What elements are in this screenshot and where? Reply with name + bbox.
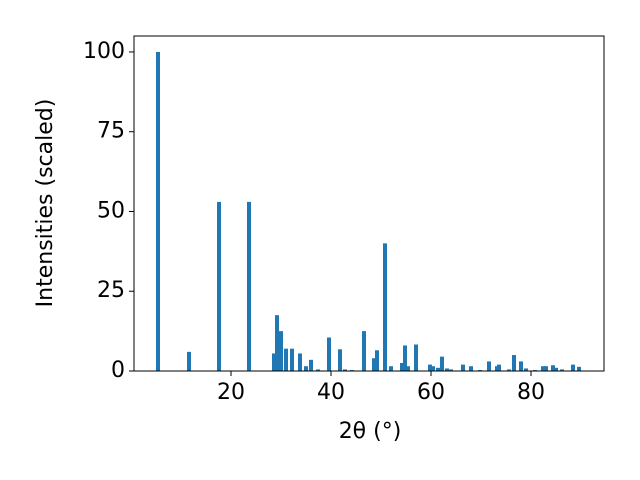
y-tick-label: 75 (97, 119, 125, 144)
bar (524, 368, 528, 371)
x-tick-label: 60 (417, 380, 445, 405)
bar (436, 367, 440, 371)
y-tick-label: 25 (97, 278, 125, 303)
bar (487, 361, 491, 371)
bar (375, 350, 379, 371)
bar (284, 348, 288, 371)
y-tick-label: 0 (111, 358, 125, 383)
bar (400, 363, 404, 371)
bar (541, 366, 545, 371)
bar (414, 344, 418, 371)
bar (469, 366, 473, 371)
bar (571, 364, 575, 371)
bar (372, 358, 376, 371)
x-tick-label: 80 (517, 380, 545, 405)
bar (275, 315, 279, 371)
bar (440, 356, 444, 371)
bar (554, 367, 558, 371)
bar (497, 364, 501, 371)
bar (309, 359, 313, 371)
bar (247, 201, 251, 371)
bar (316, 369, 320, 371)
bar (519, 361, 523, 371)
x-axis-label: 2θ (°) (339, 419, 402, 444)
bar (298, 353, 302, 371)
bar (279, 331, 283, 371)
y-tick-label: 50 (97, 198, 125, 223)
bar (156, 51, 160, 371)
bar (362, 331, 366, 371)
bar (187, 351, 191, 371)
plot-frame (133, 35, 605, 372)
bar (445, 368, 449, 371)
y-axis-label: Intensities (scaled) (33, 99, 58, 308)
bar (461, 364, 465, 371)
bar (449, 369, 453, 371)
bar (512, 355, 516, 371)
x-tick-label: 20 (217, 380, 245, 405)
bar (217, 201, 221, 371)
bar (428, 364, 432, 371)
bar (383, 243, 387, 371)
bar (304, 366, 308, 371)
bar (272, 353, 276, 371)
bar (290, 348, 294, 371)
x-tick-label: 40 (317, 380, 345, 405)
bar (389, 366, 393, 371)
bar (338, 349, 342, 371)
bar (577, 366, 581, 371)
bar (406, 366, 410, 371)
bar (551, 365, 555, 371)
bar (327, 337, 331, 371)
bar (343, 369, 347, 371)
bar (544, 366, 548, 371)
y-tick-label: 100 (83, 39, 125, 64)
bar (431, 366, 435, 371)
bar (560, 369, 564, 371)
bar (403, 345, 407, 371)
bar (507, 369, 511, 371)
